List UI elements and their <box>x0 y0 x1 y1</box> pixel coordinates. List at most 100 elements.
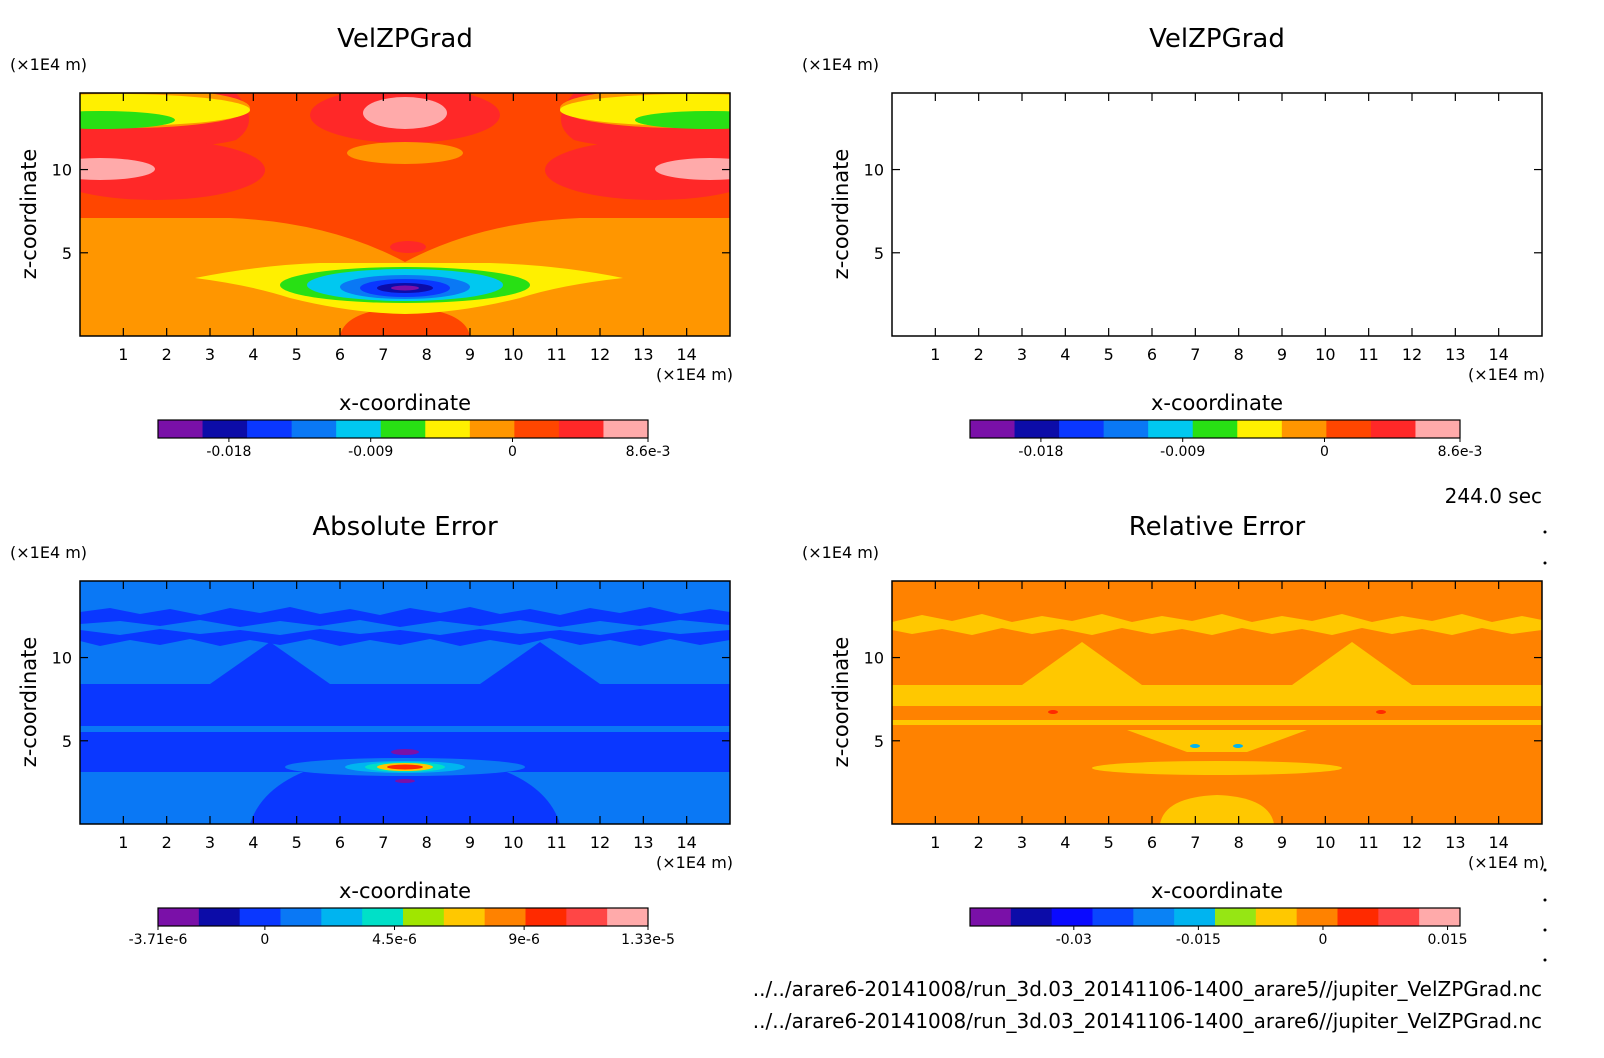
contour-band-orange <box>818 88 1062 128</box>
x-tick-label: 3 <box>205 345 215 364</box>
dot <box>1543 958 1547 962</box>
colorbar-swatch <box>1237 420 1283 438</box>
colorbar-swatch <box>558 420 604 438</box>
colorbar-swatch <box>403 908 445 926</box>
contour-band-red <box>892 93 1061 150</box>
colorbar-swatch <box>1337 908 1379 926</box>
x-tick-label: 8 <box>1234 345 1244 364</box>
colorbar-swatch <box>198 908 241 926</box>
x-axis-label: x-coordinate <box>1151 879 1283 903</box>
colorbar: -0.018 -0.009 0 8.6e-3 <box>157 419 670 460</box>
contour-band-pink <box>1467 158 1577 180</box>
x-tick-label: 2 <box>162 345 172 364</box>
contour-band-pink <box>1175 97 1259 129</box>
x-tick-label: 6 <box>335 833 345 852</box>
y-unit-label: (×1E4 m) <box>10 543 87 562</box>
contour-band-navy <box>1189 283 1245 293</box>
plot-frame <box>891 92 1543 337</box>
contour-band-purple <box>1203 286 1231 291</box>
x-tick-label: 9 <box>1277 833 1287 852</box>
colorbar-swatch <box>1215 908 1257 926</box>
x-tick-label: 7 <box>1190 833 1200 852</box>
colorbar-swatch <box>970 908 1012 926</box>
x-tick-label: 3 <box>205 833 215 852</box>
colorbar-swatch <box>1326 420 1372 438</box>
contour-band-red-orange <box>80 93 730 262</box>
contour-band-red <box>80 140 265 200</box>
x-tick-label: 14 <box>676 345 696 364</box>
colorbar-tick-label: -3.71e-6 <box>129 932 188 948</box>
colorbar-swatch <box>1010 908 1053 926</box>
plot-frame <box>891 580 1543 825</box>
x-tick-label: 7 <box>378 345 388 364</box>
colorbar-swatch <box>1370 420 1416 438</box>
contour-band-teal <box>1233 744 1243 748</box>
colorbar-frame <box>157 419 649 439</box>
x-tick-label: 5 <box>1104 345 1114 364</box>
colorbar-swatch <box>1296 908 1338 926</box>
colorbar-swatch <box>1051 908 1093 926</box>
contour-band-teal <box>1190 744 1200 748</box>
contour-band-orange <box>892 93 1542 336</box>
contour-band-yellow-noise <box>892 614 1542 635</box>
dot <box>1543 868 1547 872</box>
x-tick-label: 7 <box>378 833 388 852</box>
colorbar-swatch <box>1148 420 1194 438</box>
x-tick-label: 11 <box>546 345 566 364</box>
x-tick-label: 2 <box>974 833 984 852</box>
x-tick-label: 8 <box>422 345 432 364</box>
y-unit-label: (×1E4 m) <box>802 543 879 562</box>
y-tick-label: 5 <box>874 732 884 751</box>
contour-band-yellow <box>892 642 1542 706</box>
chart-title: VelZPGrad <box>337 24 473 54</box>
contour-band-red-orange <box>340 307 470 336</box>
x-tick-label: 5 <box>1104 833 1114 852</box>
panel-velzpgrad-left: VelZPGrad (×1E4 m) <box>10 24 733 460</box>
colorbar-swatch <box>1378 908 1420 926</box>
x-tick-label: 8 <box>422 833 432 852</box>
y-tick-label: 10 <box>864 161 884 180</box>
file-path-1: ../../arare6-20141008/run_3d.03_20141106… <box>753 977 1542 1001</box>
y-tick-label: 10 <box>52 161 72 180</box>
x-tick-label: 2 <box>162 833 172 852</box>
colorbar-tick-label: 0 <box>1319 932 1328 948</box>
colorbar-swatch <box>239 908 281 926</box>
contour-band-blue-strip <box>80 720 730 726</box>
y-axis-label: z-coordinate <box>829 637 853 768</box>
contour-band-red <box>387 764 423 770</box>
contour-band-yellow <box>1007 263 1435 314</box>
colorbar-swatch <box>1174 908 1216 926</box>
contour-band-yellow-strip <box>892 720 1542 725</box>
x-unit-label: (×1E4 m) <box>656 365 733 384</box>
panel-absolute-error: Absolute Error (×1E4 m) 1 2 3 4 5 6 7 8 9 10 11 12 1… <box>10 512 733 948</box>
colorbar-swatch <box>1103 420 1149 438</box>
chart-title: Relative Error <box>1129 512 1306 542</box>
contour-band-green <box>1092 267 1342 303</box>
x-tick-label: 14 <box>676 833 696 852</box>
x-tick-label: 9 <box>465 833 475 852</box>
contour-band-green <box>635 111 730 129</box>
x-tick-label: 4 <box>1060 833 1070 852</box>
x-unit-label: (×1E4 m) <box>1468 853 1545 872</box>
x-tick-label: 11 <box>1358 345 1378 364</box>
contour-band-yellow <box>1372 94 1604 126</box>
x-tick-label: 9 <box>1277 345 1287 364</box>
contour-band-red-orange <box>892 93 1542 262</box>
x-tick-label: 5 <box>292 345 302 364</box>
y-axis-label: z-coordinate <box>829 149 853 280</box>
y-tick-label: 5 <box>874 244 884 263</box>
contour-band-purple <box>395 779 415 783</box>
contour-band-azure-noise <box>80 620 730 635</box>
contour-band-purple <box>391 749 419 755</box>
colorbar-swatch <box>469 420 515 438</box>
x-tick-label: 1 <box>930 345 940 364</box>
contour-band-red <box>1048 710 1058 714</box>
x-tick-label: 7 <box>1190 345 1200 364</box>
x-tick-label: 4 <box>248 833 258 852</box>
colorbar-tick-label: 9e-6 <box>508 932 540 948</box>
colorbar-swatch <box>247 420 293 438</box>
contour-band-red <box>1376 710 1386 714</box>
contour-field <box>80 581 730 824</box>
